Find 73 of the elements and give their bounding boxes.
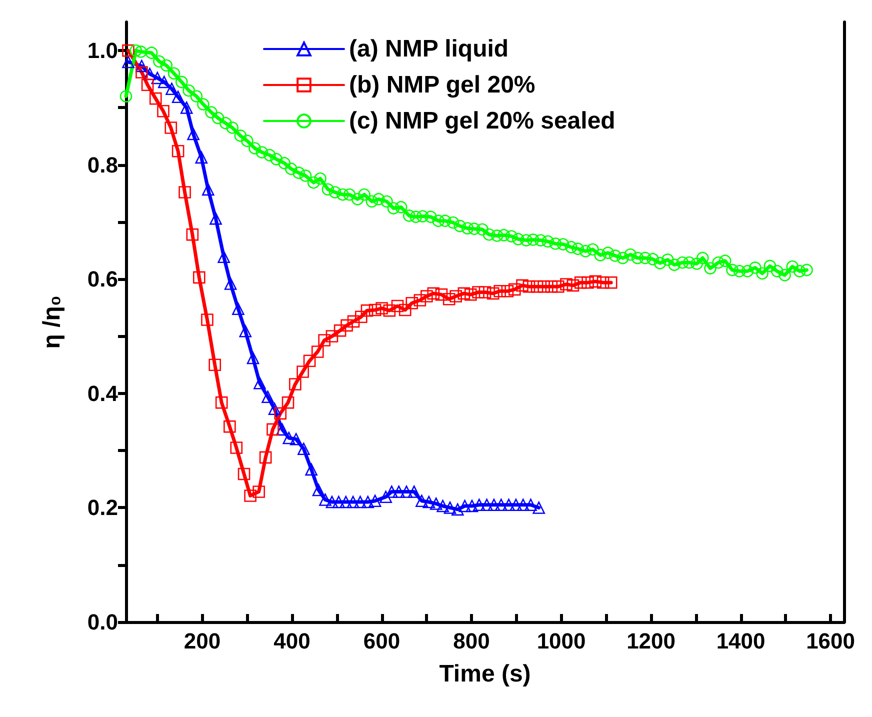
point — [480, 498, 493, 512]
point — [195, 151, 208, 164]
x-tick-label: 400 — [274, 628, 310, 654]
point — [262, 390, 274, 404]
point — [158, 76, 170, 88]
point — [224, 278, 237, 290]
y-tick-label: 1.0 — [87, 38, 118, 64]
point — [305, 463, 318, 476]
point — [232, 302, 244, 316]
point — [346, 496, 360, 508]
point — [298, 442, 310, 456]
point — [436, 500, 449, 512]
point — [473, 498, 486, 512]
legend-label: (a) NMP liquid — [349, 36, 509, 62]
y-axis-title: η /η₀ — [38, 295, 66, 349]
legend-label: (c) NMP gel 20% sealed — [349, 108, 616, 134]
point — [319, 494, 332, 506]
point — [451, 503, 464, 516]
text: 0.0 — [87, 610, 118, 634]
point — [466, 500, 478, 512]
y-tick-label: 0.4 — [87, 380, 119, 406]
point — [380, 490, 392, 504]
point — [210, 212, 222, 225]
legend-label: (b) NMP gel 20% — [349, 72, 536, 98]
point — [282, 432, 296, 444]
point — [326, 496, 338, 508]
x-tick-label: 1200 — [626, 628, 676, 654]
y-tick-label: 0.6 — [87, 266, 118, 292]
point — [202, 183, 214, 196]
point — [362, 496, 374, 508]
x-tick-label: 200 — [184, 628, 221, 654]
point — [312, 484, 325, 496]
point — [416, 494, 428, 508]
point — [458, 500, 471, 512]
point — [386, 486, 398, 498]
point — [332, 496, 345, 508]
point — [524, 498, 537, 512]
point — [368, 494, 382, 508]
point — [136, 60, 148, 72]
point — [268, 402, 281, 416]
x-tick-label: 1400 — [716, 628, 766, 654]
point — [488, 498, 500, 512]
point — [392, 486, 405, 498]
point — [239, 324, 252, 338]
point — [187, 128, 200, 140]
x-tick-label: 1000 — [536, 628, 586, 654]
point — [276, 423, 288, 436]
y-tick-label: 0.8 — [87, 152, 118, 178]
point — [340, 496, 352, 508]
point — [166, 82, 178, 96]
point — [290, 432, 302, 446]
point — [516, 498, 530, 512]
point — [495, 498, 508, 512]
x-tick-label: 1600 — [806, 628, 856, 654]
point — [180, 102, 193, 114]
x-tick-label: 800 — [453, 628, 490, 654]
point — [444, 502, 456, 514]
point — [254, 376, 266, 390]
point — [532, 502, 545, 514]
point — [422, 496, 436, 508]
point — [400, 486, 413, 498]
point — [510, 498, 522, 512]
point — [151, 72, 164, 84]
point — [172, 90, 184, 104]
point — [354, 496, 366, 508]
x-axis-title: Time (s) — [439, 660, 531, 688]
point — [122, 56, 134, 68]
x-tick-label: 600 — [363, 628, 400, 654]
point — [218, 250, 230, 264]
y-tick-label: 0.2 — [87, 495, 118, 520]
point — [246, 352, 260, 364]
point — [430, 498, 442, 510]
point — [408, 486, 420, 498]
